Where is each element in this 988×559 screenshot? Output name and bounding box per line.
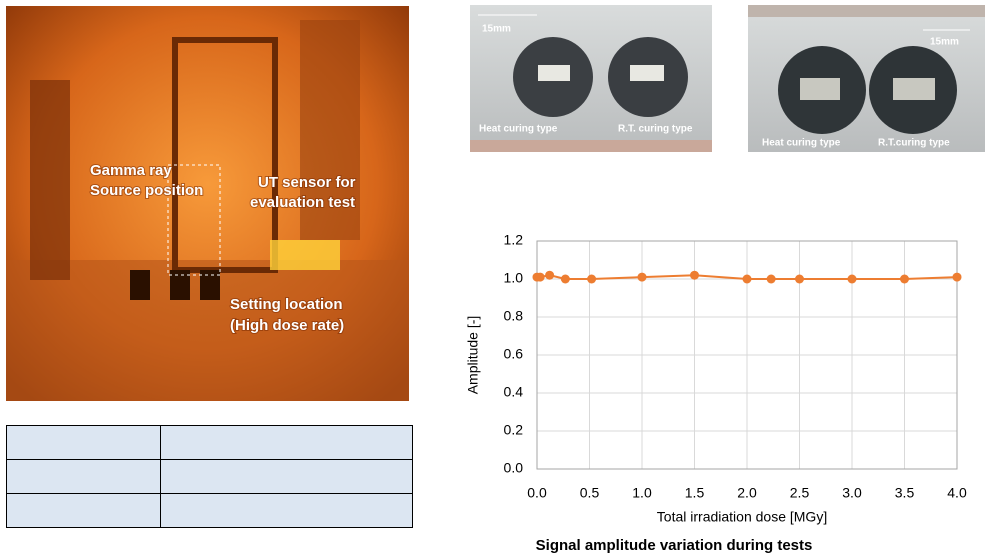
point — [767, 275, 776, 284]
y-tick-label: 0.2 — [504, 422, 524, 438]
point — [900, 275, 909, 284]
sample-label: R.T. curing type — [618, 124, 693, 135]
figure: Gamma ray Source position UT sensor for … — [0, 0, 988, 559]
y-axis-label: Amplitude [-] — [465, 316, 481, 395]
point — [743, 275, 752, 284]
x-tick-label: 0.0 — [527, 485, 547, 501]
y-tick-label: 0.0 — [504, 460, 524, 476]
scale-label: 15mm — [930, 37, 959, 48]
photo-label: Setting location — [230, 296, 343, 313]
point — [848, 275, 857, 284]
point — [690, 271, 699, 280]
point — [795, 275, 804, 284]
x-tick-label: 2.0 — [737, 485, 757, 501]
sample-label: Heat curing type — [479, 124, 558, 135]
point — [638, 273, 647, 282]
y-tick-label: 1.0 — [504, 270, 524, 286]
x-tick-label: 3.5 — [895, 485, 915, 501]
x-tick-label: 4.0 — [947, 485, 967, 501]
x-tick-label: 3.0 — [842, 485, 862, 501]
sample-label: Heat curing type — [762, 138, 841, 149]
photo-label: Source position — [90, 182, 203, 199]
samples-photo: 15mm Heat curing type R.T. curing type — [470, 5, 712, 152]
photo-label: evaluation test — [250, 194, 355, 211]
x-tick-label: 1.0 — [632, 485, 652, 501]
chart: Signal amplitude variation during tests … — [465, 232, 967, 554]
sample-label: R.T.curing type — [878, 138, 950, 149]
samples-photo: 15mm Heat curing type R.T.curing type — [748, 5, 985, 152]
scale-label: 15mm — [482, 24, 511, 35]
point — [536, 273, 545, 282]
photo-label: (High dose rate) — [230, 317, 344, 334]
setup-photo: Gamma ray Source position UT sensor for … — [6, 6, 409, 401]
y-tick-label: 0.6 — [504, 346, 524, 362]
chart-title: Signal amplitude variation during tests — [536, 537, 813, 554]
point — [953, 273, 962, 282]
photo-label: Gamma ray — [90, 162, 172, 179]
point — [587, 275, 596, 284]
x-axis-label: Total irradiation dose [MGy] — [657, 509, 827, 525]
point — [561, 275, 570, 284]
x-tick-label: 2.5 — [790, 485, 810, 501]
y-tick-label: 0.8 — [504, 308, 524, 324]
y-tick-label: 1.2 — [504, 232, 524, 248]
photo-label: UT sensor for — [258, 174, 356, 191]
canvas: Gamma ray Source position UT sensor for … — [0, 0, 988, 559]
x-tick-label: 1.5 — [685, 485, 705, 501]
x-tick-label: 0.5 — [580, 485, 600, 501]
table — [7, 426, 413, 528]
y-tick-label: 0.4 — [504, 384, 524, 400]
point — [545, 271, 554, 280]
